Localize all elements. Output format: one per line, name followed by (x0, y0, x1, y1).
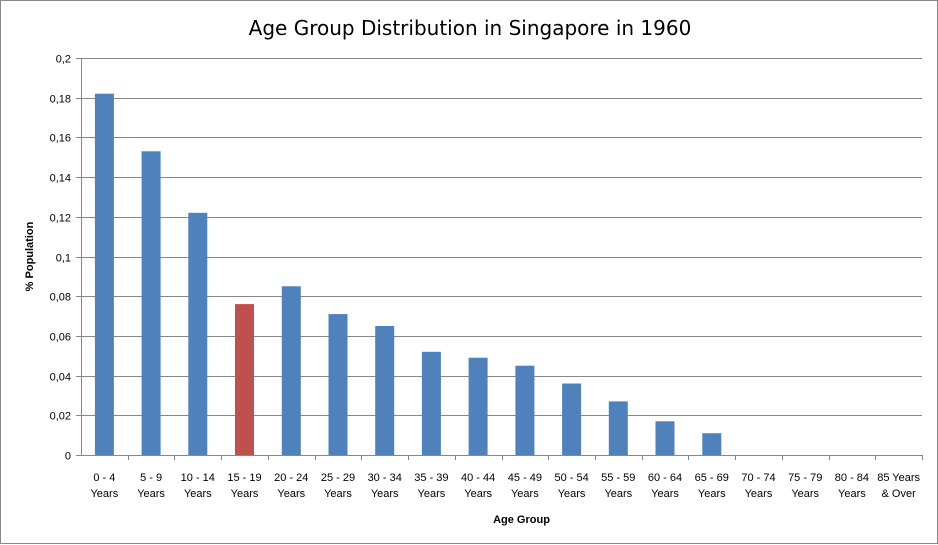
x-tick-label: 0 - 4 (93, 472, 115, 484)
x-tick-label: 45 - 49 (508, 472, 542, 484)
x-tick-label: Years (464, 488, 492, 500)
x-tick-label: Years (371, 488, 399, 500)
x-tick-label: Years (558, 488, 586, 500)
x-tick-label: 75 - 79 (788, 472, 822, 484)
chart-title: Age Group Distribution in Singapore in 1… (249, 16, 692, 40)
x-tick-label: 70 - 74 (741, 472, 775, 484)
bar (562, 383, 582, 455)
x-tick-label: & Over (882, 488, 917, 500)
x-tick-label: 5 - 9 (140, 472, 162, 484)
y-tick-label: 0,18 (50, 94, 71, 106)
bar (188, 212, 208, 455)
y-tick-label: 0,14 (50, 173, 71, 185)
y-axis-ticks: 0 0,02 0,04 0,06 0,08 0,1 0,12 0,14 0,16 0,18 0,2 (50, 54, 81, 463)
y-tick-label: 0,08 (50, 292, 71, 304)
x-tick-label: Years (511, 488, 539, 500)
x-tick-label: 80 - 84 (835, 472, 869, 484)
x-tick-label: 40 - 44 (461, 472, 495, 484)
y-tick-label: 0,1 (56, 253, 71, 265)
x-tick-label: Years (698, 488, 726, 500)
bar (235, 304, 254, 455)
y-tick-label: 0,02 (50, 411, 71, 423)
bar (515, 365, 535, 455)
y-tick-label: 0,12 (50, 213, 71, 225)
bar (608, 401, 628, 455)
y-tick-label: 0,06 (50, 332, 71, 344)
x-tick-label: Years (90, 488, 118, 500)
gridlines (81, 58, 922, 416)
y-axis-label: % Population (24, 221, 36, 291)
x-tick-label: 65 - 69 (695, 472, 729, 484)
bar (328, 314, 348, 455)
bar (421, 351, 441, 455)
x-tick-label: Years (838, 488, 866, 500)
x-axis-ticks: 0 - 4 Years 5 - 9 Years 10 - 14 Years 15 - 19 Y… (90, 455, 923, 500)
bar (281, 286, 301, 455)
x-tick-label: Years (277, 488, 305, 500)
x-tick-label: Years (324, 488, 352, 500)
x-tick-label: 50 - 54 (554, 472, 588, 484)
x-tick-label: 30 - 34 (368, 472, 402, 484)
x-tick-label: Years (791, 488, 819, 500)
x-axis-label: Age Group (493, 514, 550, 526)
x-tick-label: 15 - 19 (227, 472, 261, 484)
bar (141, 151, 161, 456)
x-tick-label: Years (745, 488, 773, 500)
bars (94, 93, 722, 456)
x-tick-label: Years (184, 488, 212, 500)
bar (702, 433, 722, 455)
x-tick-label: 35 - 39 (414, 472, 448, 484)
y-tick-label: 0 (65, 451, 71, 463)
bar (94, 93, 114, 455)
bar (375, 326, 395, 455)
x-tick-label: Years (604, 488, 632, 500)
x-tick-label: 85 Years (877, 472, 920, 484)
bar (655, 421, 675, 455)
x-tick-label: 20 - 24 (274, 472, 308, 484)
x-tick-label: 25 - 29 (321, 472, 355, 484)
x-tick-label: 60 - 64 (648, 472, 682, 484)
y-tick-label: 0,04 (50, 372, 71, 384)
x-tick-label: 55 - 59 (601, 472, 635, 484)
x-tick-label: Years (418, 488, 446, 500)
x-tick-label: 10 - 14 (181, 472, 215, 484)
x-tick-label: Years (651, 488, 679, 500)
y-tick-label: 0,16 (50, 133, 71, 145)
x-tick-label: Years (137, 488, 165, 500)
x-tick-label: Years (231, 488, 259, 500)
bar (468, 357, 488, 455)
y-tick-label: 0,2 (56, 54, 71, 66)
